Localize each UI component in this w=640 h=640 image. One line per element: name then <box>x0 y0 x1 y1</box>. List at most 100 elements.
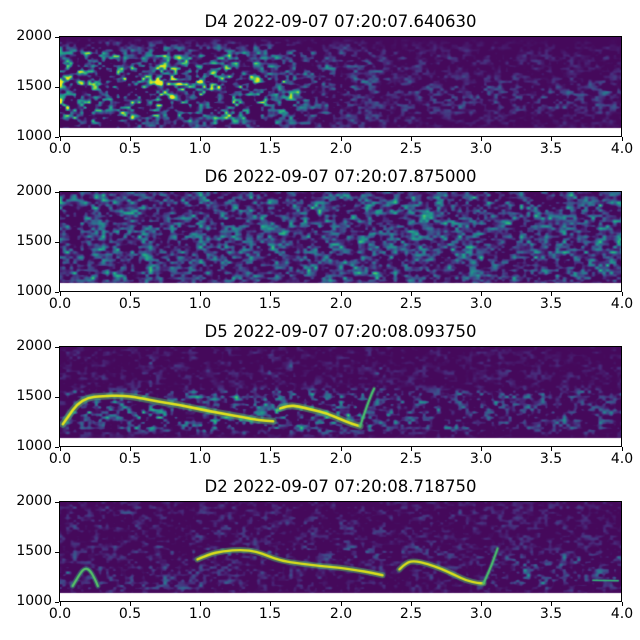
x-tick-mark <box>481 292 482 296</box>
x-tick-label: 0.5 <box>118 451 142 467</box>
subplot-title: D6 2022-09-07 07:20:07.875000 <box>204 167 477 186</box>
subplot-title: D2 2022-09-07 07:20:08.718750 <box>204 477 477 496</box>
x-tick-label: 4.0 <box>610 451 634 467</box>
x-tick-label: 3.5 <box>539 296 563 312</box>
x-tick-mark <box>622 447 623 451</box>
y-tick-mark <box>55 347 59 348</box>
x-tick-mark <box>341 137 342 141</box>
x-tick-label: 1.0 <box>188 141 212 157</box>
x-tick-mark <box>130 602 131 606</box>
x-tick-mark <box>200 602 201 606</box>
x-tick-mark <box>622 292 623 296</box>
x-tick-label: 4.0 <box>610 606 634 622</box>
x-tick-label: 0.5 <box>118 141 142 157</box>
x-tick-label: 1.5 <box>258 296 282 312</box>
y-tick-mark <box>55 37 59 38</box>
spectrogram-image <box>60 192 621 291</box>
x-tick-label: 2.0 <box>329 606 353 622</box>
y-tick-label: 1500 <box>16 78 52 94</box>
x-tick-mark <box>551 447 552 451</box>
spectrogram-image <box>60 347 621 446</box>
x-tick-label: 1.0 <box>188 296 212 312</box>
x-tick-label: 2.0 <box>329 451 353 467</box>
x-tick-label: 2.5 <box>399 606 423 622</box>
y-tick-label: 1500 <box>16 543 52 559</box>
y-tick-mark <box>55 552 59 553</box>
x-tick-mark <box>411 602 412 606</box>
plot-area <box>59 501 622 602</box>
x-tick-mark <box>622 137 623 141</box>
x-tick-label: 0.0 <box>48 451 72 467</box>
x-tick-mark <box>270 292 271 296</box>
y-tick-label: 2000 <box>16 493 52 509</box>
x-tick-label: 3.0 <box>469 451 493 467</box>
x-tick-label: 3.5 <box>539 606 563 622</box>
x-tick-mark <box>411 447 412 451</box>
x-tick-label: 3.5 <box>539 451 563 467</box>
spectrogram-panel: D5 2022-09-07 07:20:08.093750 2000 1500 10… <box>0 310 640 467</box>
x-tick-label: 3.5 <box>539 141 563 157</box>
x-tick-mark <box>60 292 61 296</box>
y-tick-mark <box>55 242 59 243</box>
y-tick-mark <box>55 447 59 448</box>
plot-area <box>59 191 622 292</box>
x-tick-label: 4.0 <box>610 296 634 312</box>
y-tick-mark <box>55 137 59 138</box>
y-tick-mark <box>55 87 59 88</box>
x-tick-label: 0.0 <box>48 606 72 622</box>
x-tick-mark <box>270 137 271 141</box>
x-tick-mark <box>341 447 342 451</box>
x-tick-label: 2.0 <box>329 296 353 312</box>
x-tick-mark <box>60 602 61 606</box>
y-tick-label: 1000 <box>16 438 52 454</box>
x-tick-mark <box>551 292 552 296</box>
x-tick-label: 4.0 <box>610 141 634 157</box>
x-tick-label: 1.5 <box>258 141 282 157</box>
y-tick-mark <box>55 397 59 398</box>
y-tick-label: 2000 <box>16 183 52 199</box>
y-tick-label: 2000 <box>16 338 52 354</box>
x-tick-label: 2.5 <box>399 141 423 157</box>
x-tick-label: 0.0 <box>48 296 72 312</box>
x-tick-label: 0.5 <box>118 606 142 622</box>
plot-area <box>59 36 622 137</box>
y-tick-label: 1500 <box>16 388 52 404</box>
plot-area <box>59 346 622 447</box>
x-tick-label: 0.5 <box>118 296 142 312</box>
subplot-title: D5 2022-09-07 07:20:08.093750 <box>204 322 477 341</box>
x-tick-mark <box>60 137 61 141</box>
x-tick-mark <box>481 137 482 141</box>
spectrogram-panel: D6 2022-09-07 07:20:07.875000 2000 1500 10… <box>0 155 640 312</box>
x-tick-label: 2.5 <box>399 296 423 312</box>
spectrogram-image <box>60 502 621 601</box>
x-tick-mark <box>200 137 201 141</box>
x-tick-mark <box>270 447 271 451</box>
x-tick-mark <box>60 447 61 451</box>
x-tick-mark <box>481 602 482 606</box>
x-tick-label: 3.0 <box>469 296 493 312</box>
x-tick-label: 1.5 <box>258 451 282 467</box>
x-tick-label: 1.0 <box>188 606 212 622</box>
x-tick-label: 3.0 <box>469 606 493 622</box>
x-tick-mark <box>551 137 552 141</box>
x-tick-mark <box>130 292 131 296</box>
spectrogram-panel: D2 2022-09-07 07:20:08.718750 2000 1500 10… <box>0 465 640 622</box>
y-tick-label: 1000 <box>16 593 52 609</box>
y-tick-mark <box>55 192 59 193</box>
x-tick-label: 3.0 <box>469 141 493 157</box>
x-tick-label: 2.0 <box>329 141 353 157</box>
x-tick-mark <box>341 602 342 606</box>
y-tick-label: 1000 <box>16 283 52 299</box>
x-tick-mark <box>341 292 342 296</box>
x-tick-mark <box>411 137 412 141</box>
x-tick-label: 1.0 <box>188 451 212 467</box>
y-tick-mark <box>55 292 59 293</box>
x-tick-mark <box>130 137 131 141</box>
x-tick-mark <box>200 447 201 451</box>
y-tick-label: 2000 <box>16 28 52 44</box>
y-tick-label: 1000 <box>16 128 52 144</box>
x-tick-mark <box>622 602 623 606</box>
x-tick-mark <box>200 292 201 296</box>
spectrogram-image <box>60 37 621 136</box>
